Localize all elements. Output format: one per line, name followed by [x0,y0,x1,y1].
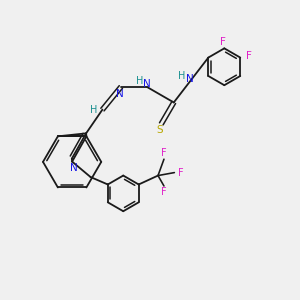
Text: N: N [142,79,150,89]
Text: F: F [161,187,167,197]
Text: F: F [161,148,167,158]
Text: N: N [70,163,77,173]
Text: F: F [246,51,251,61]
Text: N: N [186,74,194,83]
Text: S: S [157,125,163,135]
Text: F: F [220,37,226,47]
Text: F: F [178,168,184,178]
Text: H: H [178,70,185,80]
Text: H: H [136,76,143,86]
Text: H: H [90,105,98,115]
Text: N: N [116,88,123,98]
